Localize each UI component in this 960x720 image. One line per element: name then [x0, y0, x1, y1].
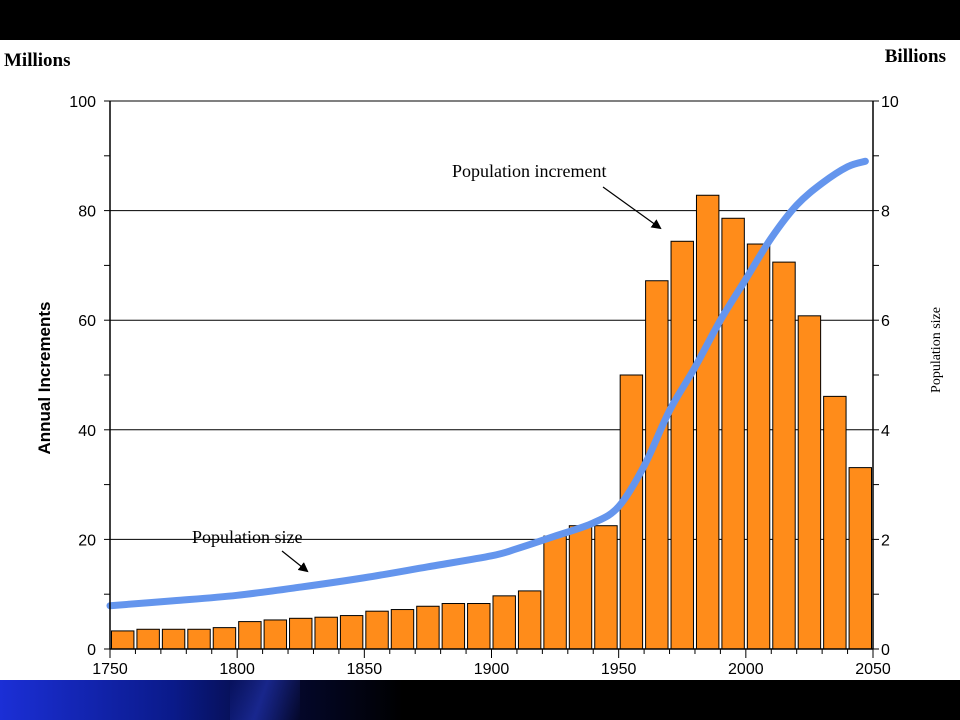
population-size-line-group — [106, 157, 869, 610]
y-tick-label-left-0: 0 — [87, 642, 96, 659]
bar-2000 — [746, 243, 771, 650]
bar-1850 — [365, 610, 389, 650]
bar-2040 — [848, 467, 872, 650]
x-tick-label-2050: 2050 — [855, 661, 891, 678]
y-tick-label-right-6: 6 — [881, 313, 890, 330]
bar-1930 — [568, 525, 593, 650]
y-tick-label-right-0: 0 — [881, 642, 890, 659]
bar-1880 — [441, 603, 466, 650]
bar-1970 — [670, 240, 694, 650]
y-tick-label-left-40: 40 — [78, 423, 96, 440]
bars — [111, 194, 872, 650]
bar-1770 — [161, 628, 186, 650]
bar-1840 — [339, 615, 364, 650]
y-tick-label-left-20: 20 — [78, 532, 96, 549]
bar-1760 — [136, 628, 160, 650]
bar-1790 — [212, 627, 237, 650]
y-tick-label-left-100: 100 — [69, 94, 96, 111]
y-tick-label-right-8: 8 — [881, 204, 890, 221]
annotation-arrow-size — [281, 550, 309, 573]
bar-1820 — [289, 617, 313, 650]
slide-bottom-band — [0, 680, 960, 720]
bar-2010 — [772, 261, 796, 650]
bar-2030 — [823, 395, 847, 650]
bar-1890 — [467, 603, 491, 650]
bar-1940 — [594, 525, 618, 650]
y-tick-label-left-60: 60 — [78, 313, 96, 330]
y-tick-label-right-2: 2 — [881, 532, 890, 549]
x-tick-label-1950: 1950 — [601, 661, 637, 678]
bar-1870 — [416, 605, 440, 650]
bar-1910 — [517, 590, 542, 650]
left-axis-unit: Millions — [4, 50, 71, 71]
bar-1950 — [619, 374, 644, 650]
tick-labels: 0 20 40 60 80 100 0 2 4 6 8 10 1750 1800 1850 1900 1950 2… — [69, 94, 899, 678]
bar-1750 — [111, 630, 135, 650]
right-axis-unit: Billions — [884, 46, 946, 67]
bar-1830 — [314, 616, 338, 650]
bar-1920 — [543, 535, 567, 650]
population-size-line — [106, 157, 869, 610]
annotation-population-increment: Population increment — [452, 161, 606, 181]
annotation-population-size: Population size — [192, 527, 303, 547]
x-tick-label-2000: 2000 — [728, 661, 764, 678]
bar-1960 — [645, 280, 669, 650]
bar-1860 — [390, 609, 415, 650]
x-tick-label-1800: 1800 — [219, 661, 255, 678]
annotation-arrow-increment — [602, 186, 662, 230]
y-tick-label-right-10: 10 — [881, 94, 899, 111]
axes — [104, 100, 879, 658]
bar-1810 — [263, 619, 288, 650]
bar-2020 — [797, 315, 822, 650]
bar-1900 — [492, 595, 516, 650]
bar-1980 — [695, 194, 720, 650]
x-tick-label-1750: 1750 — [92, 661, 128, 678]
y-tick-label-right-4: 4 — [881, 423, 890, 440]
bar-1780 — [187, 628, 211, 650]
x-tick-label-1850: 1850 — [347, 661, 383, 678]
y-tick-label-left-80: 80 — [78, 204, 96, 221]
x-tick-label-1900: 1900 — [474, 661, 510, 678]
slide-top-band — [0, 0, 960, 40]
bar-1800 — [238, 621, 262, 650]
